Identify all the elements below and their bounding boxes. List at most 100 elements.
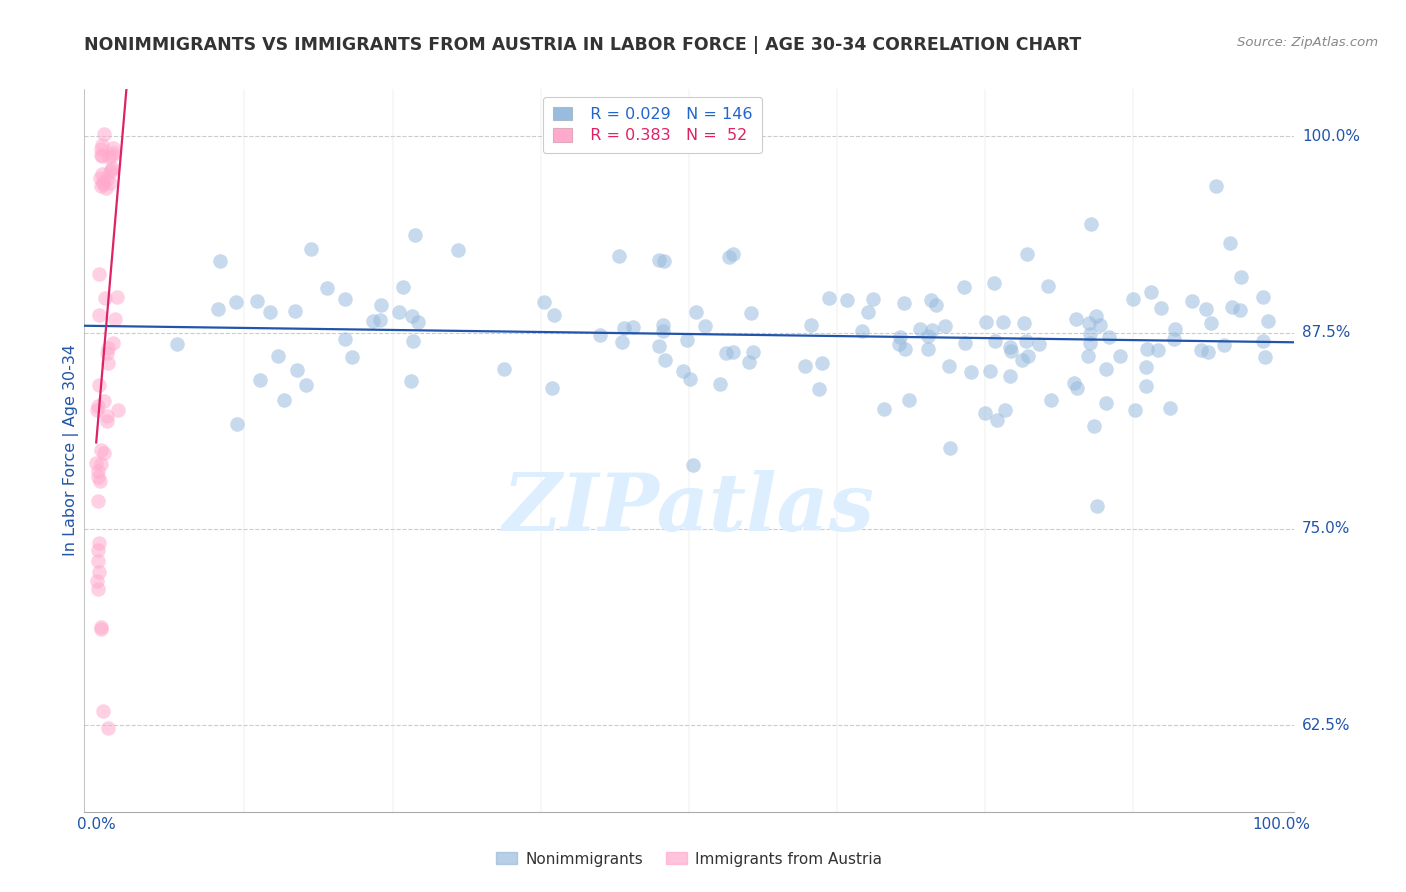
Point: [976, 315, 998, 329]
Point: [97, 341, 120, 355]
Point: [654, 352, 676, 367]
Point: [607, 249, 630, 263]
Point: [672, 364, 695, 378]
Point: [333, 332, 356, 346]
Text: NONIMMIGRANTS VS IMMIGRANTS FROM AUSTRIA IN LABOR FORCE | AGE 30-34 CORRELATION : NONIMMIGRANTS VS IMMIGRANTS FROM AUSTRIA…: [84, 36, 1081, 54]
Point: [986, 413, 1008, 427]
Point: [406, 315, 429, 329]
Point: [894, 343, 917, 357]
Point: [266, 349, 288, 363]
Point: [1083, 418, 1105, 433]
Point: [87, 494, 110, 508]
Point: [209, 253, 232, 268]
Point: [90, 622, 112, 636]
Point: [87, 399, 110, 413]
Point: [693, 318, 716, 333]
Point: [225, 295, 247, 310]
Point: [1197, 345, 1219, 359]
Point: [651, 318, 673, 333]
Point: [246, 293, 269, 308]
Text: 87.5%: 87.5%: [1302, 326, 1350, 340]
Point: [998, 340, 1021, 354]
Point: [368, 313, 391, 327]
Point: [794, 359, 817, 373]
Point: [1219, 236, 1241, 251]
Point: [1189, 343, 1212, 357]
Point: [97, 356, 120, 370]
Point: [1088, 318, 1111, 333]
Point: [1229, 269, 1251, 284]
Point: [93, 446, 115, 460]
Point: [800, 318, 823, 332]
Point: [1108, 349, 1130, 363]
Point: [648, 252, 671, 267]
Point: [979, 364, 1001, 378]
Point: [91, 704, 114, 718]
Point: [90, 457, 112, 471]
Point: [87, 554, 110, 568]
Point: [1159, 401, 1181, 415]
Point: [87, 543, 110, 558]
Point: [862, 292, 884, 306]
Point: [1011, 352, 1033, 367]
Point: [91, 177, 114, 191]
Point: [873, 401, 896, 416]
Point: [301, 242, 323, 256]
Point: [994, 403, 1017, 417]
Point: [361, 314, 384, 328]
Y-axis label: In Labor Force | Age 30-34: In Labor Force | Age 30-34: [63, 344, 79, 557]
Point: [340, 351, 363, 365]
Point: [93, 291, 115, 305]
Point: [835, 293, 858, 308]
Point: [621, 320, 644, 334]
Point: [98, 165, 121, 179]
Text: 62.5%: 62.5%: [1302, 718, 1350, 733]
Point: [91, 137, 114, 152]
Point: [1136, 343, 1159, 357]
Point: [682, 458, 704, 473]
Point: [91, 167, 114, 181]
Point: [87, 464, 110, 478]
Point: [1098, 329, 1121, 343]
Text: 100.0%: 100.0%: [1302, 128, 1360, 144]
Point: [908, 322, 931, 336]
Point: [333, 292, 356, 306]
Point: [87, 308, 110, 322]
Point: [1125, 402, 1147, 417]
Point: [917, 329, 939, 343]
Point: [87, 377, 110, 392]
Point: [934, 318, 956, 333]
Point: [103, 335, 125, 350]
Point: [1140, 285, 1163, 300]
Point: [101, 146, 124, 161]
Point: [1017, 349, 1039, 363]
Text: ZIPatlas: ZIPatlas: [503, 469, 875, 547]
Point: [818, 291, 841, 305]
Point: [1229, 302, 1251, 317]
Point: [533, 295, 555, 310]
Point: [856, 305, 879, 319]
Point: [86, 574, 108, 589]
Point: [893, 295, 915, 310]
Text: 75.0%: 75.0%: [1302, 522, 1350, 536]
Point: [1150, 301, 1173, 316]
Legend: Nonimmigrants, Immigrants from Austria: Nonimmigrants, Immigrants from Austria: [489, 846, 889, 872]
Point: [90, 443, 112, 458]
Point: [738, 355, 761, 369]
Point: [98, 177, 121, 191]
Point: [97, 722, 120, 736]
Point: [388, 305, 411, 319]
Point: [920, 293, 942, 308]
Point: [1066, 381, 1088, 395]
Point: [1122, 293, 1144, 307]
Point: [685, 305, 707, 319]
Point: [1163, 322, 1185, 336]
Point: [740, 306, 762, 320]
Point: [105, 290, 128, 304]
Point: [1220, 300, 1243, 314]
Point: [721, 247, 744, 261]
Text: Source: ZipAtlas.com: Source: ZipAtlas.com: [1237, 36, 1378, 49]
Point: [392, 279, 415, 293]
Point: [1038, 279, 1060, 293]
Point: [285, 363, 308, 377]
